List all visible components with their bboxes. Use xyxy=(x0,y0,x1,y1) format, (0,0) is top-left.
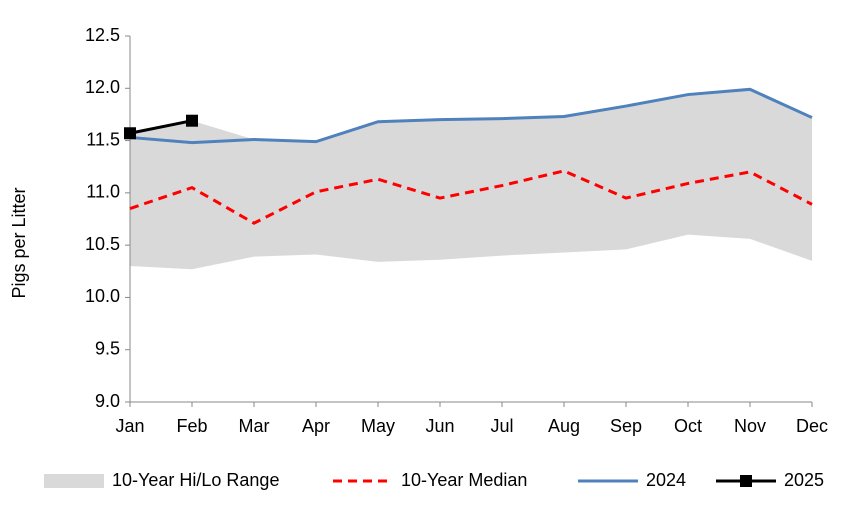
legend-swatch xyxy=(44,474,104,488)
x-tick-label: Jun xyxy=(425,416,454,436)
y-tick-label: 9.0 xyxy=(95,391,120,411)
legend-label: 2024 xyxy=(646,470,686,490)
series-marker xyxy=(186,114,198,127)
x-tick-label: Sep xyxy=(610,416,642,436)
x-tick-label: Jan xyxy=(115,416,144,436)
y-tick-label: 10.0 xyxy=(85,286,120,306)
x-tick-label: Feb xyxy=(176,416,207,436)
legend-marker xyxy=(740,475,752,487)
legend-label: 10-Year Hi/Lo Range xyxy=(112,470,279,490)
legend-label: 10-Year Median xyxy=(401,470,527,490)
x-tick-label: May xyxy=(361,416,395,436)
x-tick-label: Oct xyxy=(674,416,702,436)
series-marker xyxy=(124,127,136,140)
y-tick-label: 9.5 xyxy=(95,338,120,358)
series-line xyxy=(129,169,813,225)
series-line xyxy=(129,87,813,145)
series-line xyxy=(129,119,193,135)
x-tick-label: Apr xyxy=(302,416,330,436)
x-tick-label: Nov xyxy=(734,416,766,436)
legend-label: 2025 xyxy=(784,470,824,490)
x-tick-label: Mar xyxy=(239,416,270,436)
x-tick-label: Dec xyxy=(796,416,828,436)
y-tick-label: 11.0 xyxy=(86,182,120,202)
y-tick-label: 12.0 xyxy=(85,77,120,97)
x-tick-label: Aug xyxy=(548,416,580,436)
range-band xyxy=(130,89,812,270)
x-tick-label: Jul xyxy=(490,416,513,436)
y-axis-label: Pigs per Litter xyxy=(9,187,29,298)
y-tick-label: 10.5 xyxy=(85,234,120,254)
y-tick-label: 11.5 xyxy=(86,129,120,149)
y-tick-label: 12.5 xyxy=(85,25,120,45)
